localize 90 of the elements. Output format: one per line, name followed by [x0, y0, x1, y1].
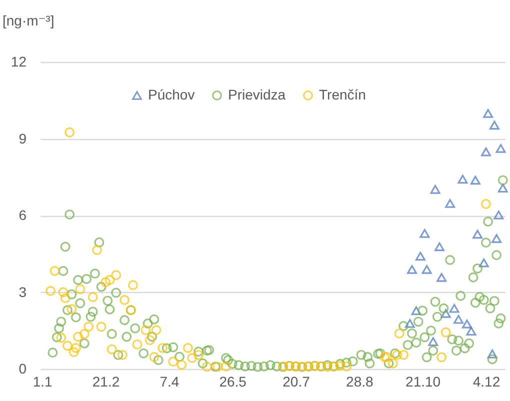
- point: [404, 319, 415, 328]
- y-axis-title: [ng·m⁻³]: [2, 12, 54, 28]
- point: [466, 326, 476, 336]
- point: [472, 230, 483, 239]
- point: [496, 144, 506, 153]
- point: [79, 328, 90, 339]
- point: [187, 353, 198, 363]
- point: [487, 349, 498, 358]
- point: [73, 332, 84, 342]
- point: [151, 325, 162, 336]
- point: [128, 280, 138, 290]
- y-tick-label: 6: [18, 207, 27, 223]
- point: [168, 356, 178, 367]
- point: [470, 176, 480, 185]
- point: [436, 272, 447, 282]
- x-tick-label: 7.4: [160, 374, 180, 390]
- x-tick-label: 1.1: [32, 374, 53, 390]
- point: [104, 274, 115, 285]
- y-tick-label: 3: [18, 284, 27, 300]
- point: [449, 304, 460, 313]
- point: [480, 147, 491, 156]
- point: [60, 293, 70, 304]
- point: [176, 360, 187, 370]
- point: [182, 343, 193, 353]
- point: [498, 184, 508, 193]
- point: [494, 210, 504, 220]
- point: [415, 252, 426, 261]
- x-tick-label: 21.2: [92, 374, 120, 390]
- point: [64, 127, 75, 138]
- x-tick-label: 21.10: [406, 374, 441, 390]
- legend-label: Trenčín: [319, 86, 366, 102]
- point: [56, 332, 66, 343]
- point: [106, 344, 117, 354]
- point: [144, 335, 155, 346]
- point: [68, 347, 79, 358]
- point: [462, 320, 472, 328]
- point: [489, 120, 500, 130]
- point: [132, 339, 142, 350]
- point: [478, 258, 489, 268]
- point: [411, 306, 422, 316]
- point: [480, 199, 491, 209]
- point: [70, 343, 81, 353]
- y-tick-label: 12: [10, 54, 27, 70]
- point: [120, 294, 130, 305]
- point: [194, 350, 204, 360]
- legend-label: Púchov: [148, 86, 195, 102]
- point: [149, 352, 160, 362]
- x-tick-label: 26.5: [219, 374, 247, 390]
- point: [212, 362, 223, 372]
- point: [202, 362, 212, 372]
- point: [492, 234, 502, 243]
- point: [341, 361, 352, 372]
- point: [50, 266, 60, 276]
- point: [117, 350, 128, 360]
- point: [436, 352, 447, 362]
- x-tick-label: 20.7: [282, 374, 310, 390]
- point: [46, 286, 56, 296]
- x-tick-label: 4.12: [472, 374, 500, 390]
- point: [394, 328, 404, 338]
- point: [96, 322, 106, 332]
- point: [66, 304, 77, 314]
- point: [398, 350, 409, 360]
- y-tick-label: 9: [18, 130, 27, 146]
- point: [62, 340, 72, 351]
- point: [140, 325, 151, 336]
- y-tick-label: 0: [18, 360, 27, 376]
- point: [158, 343, 168, 353]
- point: [88, 292, 98, 302]
- point: [58, 287, 68, 298]
- point: [420, 228, 430, 238]
- point: [434, 242, 444, 252]
- point: [440, 309, 451, 318]
- point: [111, 270, 122, 280]
- point: [75, 284, 86, 294]
- point: [422, 265, 432, 274]
- point: [445, 199, 456, 208]
- point: [428, 337, 438, 346]
- point: [84, 322, 94, 332]
- point: [430, 184, 440, 194]
- point: [454, 314, 464, 324]
- point: [483, 109, 494, 118]
- point: [407, 265, 417, 274]
- point: [221, 361, 231, 372]
- point: [440, 327, 451, 338]
- point: [458, 174, 468, 184]
- point: [388, 358, 398, 368]
- point: [92, 245, 102, 256]
- point: [100, 277, 111, 288]
- legend-label: Prievidza: [228, 86, 286, 102]
- x-tick-label: 28.8: [346, 374, 374, 390]
